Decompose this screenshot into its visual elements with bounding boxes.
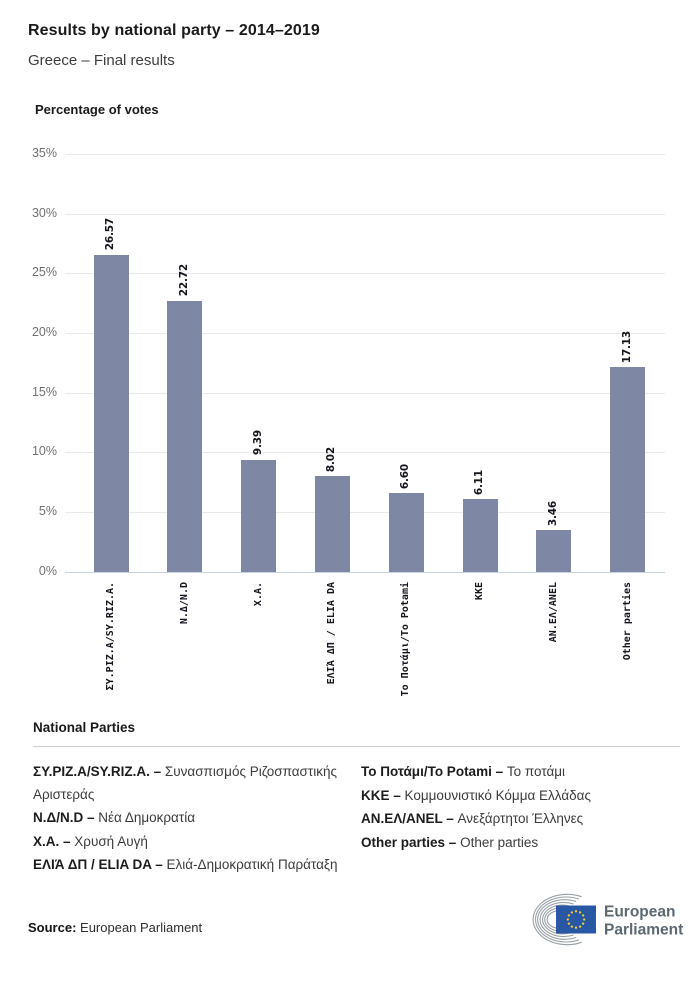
bar xyxy=(536,530,572,572)
legend-item: ΣΥ.ΡΙΖ.Α/SY.RIZ.A. – Συνασπισμός Ριζοσπα… xyxy=(33,761,361,806)
european-parliament-logo-icon: European Parliament xyxy=(532,893,683,945)
eu-star-icon xyxy=(581,921,585,925)
x-axis-category-label: Other parties xyxy=(621,581,633,660)
legend-item: ΕΛΙΆ ΔΠ / ELIA DA – Ελιά-Δημοκρατική Παρ… xyxy=(33,854,361,877)
x-axis-baseline xyxy=(65,571,665,573)
page-subtitle: Greece – Final results xyxy=(28,52,175,69)
x-axis-category-label: ΑΝ.ΕΛ/ANEL xyxy=(547,581,559,642)
x-axis-category-label: ΣΥ.ΡΙΖ.Α/SY.RIZ.A. xyxy=(105,581,116,690)
legend-item-desc: Κομμουνιστικό Κόμμα Ελλάδας xyxy=(404,787,591,803)
bar-value-label: 3.46 xyxy=(546,501,559,527)
chart-area: 35% 30% 25% 20% 15% 10% 5% 0% 26.57 ΣΥ.ΡΙΖ.Α/SY.R… xyxy=(0,132,700,717)
eu-star-icon xyxy=(574,926,578,929)
eu-star-icon xyxy=(570,924,574,928)
bar-value-label: 9.39 xyxy=(251,430,264,456)
legend-divider xyxy=(33,746,680,747)
legend-item-desc: Νέα Δημοκρατία xyxy=(98,810,195,825)
eu-star-icon xyxy=(567,921,571,925)
eu-flag xyxy=(556,905,596,933)
chart-title: Percentage of votes xyxy=(35,102,159,117)
bar xyxy=(241,459,277,572)
legend-item-desc: Χρυσή Αυγή xyxy=(74,833,148,849)
legend-item: Το Ποτάμι/To Potami – Το ποτάμι xyxy=(361,761,591,784)
y-axis-tick-label: 10% xyxy=(31,444,57,459)
bar-value-label: 8.02 xyxy=(325,446,338,472)
y-axis-tick-label: 20% xyxy=(31,324,57,339)
x-axis-category-label: ΕΛΙΆ ΔΠ / ELIA DA xyxy=(326,581,338,684)
gridline xyxy=(65,154,665,155)
eu-star-icon xyxy=(583,917,586,921)
legend-item-desc: Ελιά-Δημοκρατική Παράταξη xyxy=(166,857,338,872)
legend-item-name: ΣΥ.ΡΙΖ.Α/SY.RIZ.A. – xyxy=(33,764,162,779)
y-axis-tick-label: 35% xyxy=(31,146,57,160)
legend-item-name: ΚΚΕ – xyxy=(361,787,401,803)
legend-item-name: Το Ποτάμι/To Potami – xyxy=(361,764,504,779)
eu-star-icon xyxy=(581,913,585,917)
eu-star-icon xyxy=(570,910,574,914)
y-axis-tick-label: 30% xyxy=(31,205,57,220)
legend-heading: National Parties xyxy=(33,720,136,735)
bar-value-label: 22.72 xyxy=(177,264,190,297)
gridline xyxy=(65,273,665,275)
legend-item-name: Ν.Δ/N.D – xyxy=(33,810,95,825)
gridline xyxy=(65,332,665,334)
y-axis-tick-label: 0% xyxy=(38,563,57,578)
legend-column-left: ΣΥ.ΡΙΖ.Α/SY.RIZ.A. – Συνασπισμός Ριζοσπα… xyxy=(33,761,361,878)
eu-star-icon xyxy=(578,924,582,928)
eu-star-icon xyxy=(578,910,582,914)
source-label: Source: xyxy=(28,919,77,935)
bar xyxy=(314,475,350,572)
x-axis-category-label: Χ.Α. xyxy=(252,581,264,606)
y-axis-tick-label: 15% xyxy=(31,384,57,399)
bar xyxy=(462,498,498,572)
legend-item: Other parties – Other parties xyxy=(361,832,591,855)
gridline xyxy=(65,511,665,513)
gridline xyxy=(65,213,665,215)
source-text: European Parliament xyxy=(76,919,203,935)
bar xyxy=(388,492,424,572)
eu-star-icon xyxy=(567,913,571,917)
legend-item-name: Χ.Α. – xyxy=(33,833,71,849)
y-axis-tick-label: 5% xyxy=(38,503,57,518)
gridline xyxy=(65,452,665,454)
legend-item-desc: Το ποτάμι xyxy=(506,764,566,779)
bar xyxy=(610,367,646,572)
logo-text-line1: European xyxy=(604,903,675,920)
gridline xyxy=(65,392,665,394)
legend-section: National Parties ΣΥ.ΡΙΖ.Α/SY.RIZ.A. – Συ… xyxy=(33,720,680,878)
legend-item-desc: Other parties xyxy=(460,834,539,850)
eu-star-icon xyxy=(566,917,569,921)
bar xyxy=(93,254,129,572)
source-line: Source: European Parliament xyxy=(28,920,202,935)
eu-star-icon xyxy=(574,909,578,912)
y-axis-tick-label: 25% xyxy=(31,265,57,280)
legend-item-name: ΑΝ.ΕΛ/ANEL – xyxy=(361,811,454,826)
legend-item: ΚΚΕ – Κομμουνιστικό Κόμμα Ελλάδας xyxy=(361,785,591,808)
legend-item: ΑΝ.ΕΛ/ANEL – Ανεξάρτητοι Έλληνες xyxy=(361,808,591,831)
legend-item-name: ΕΛΙΆ ΔΠ / ELIA DA – xyxy=(33,857,163,872)
page-footer: Source: European Parliament European Par… xyxy=(0,884,700,956)
x-axis-category-label: ΚΚΕ xyxy=(474,581,485,600)
legend-columns: ΣΥ.ΡΙΖ.Α/SY.RIZ.A. – Συνασπισμός Ριζοσπα… xyxy=(33,761,680,878)
bar-value-label: 26.57 xyxy=(104,218,116,251)
bar xyxy=(167,300,203,572)
bar-value-label: 17.13 xyxy=(620,331,633,364)
page-title: Results by national party – 2014–2019 xyxy=(28,22,320,39)
x-axis-category-label: Ν.Δ/N.D xyxy=(178,581,190,624)
legend-item-desc: Συνασπισμός Ριζοσπαστικής Αριστεράς xyxy=(33,764,337,802)
legend-item: Ν.Δ/N.D – Νέα Δημοκρατία xyxy=(33,807,361,830)
x-axis-category-label: Το Ποτάμι/To Potami xyxy=(400,581,412,696)
eu-flag-stars xyxy=(566,909,586,929)
bar-value-label: 6.11 xyxy=(473,469,485,495)
logo-text-line2: Parliament xyxy=(604,921,683,938)
bar-value-label: 6.60 xyxy=(399,463,412,489)
legend-item: Χ.Α. – Χρυσή Αυγή xyxy=(33,831,361,854)
legend-item-desc: Ανεξάρτητοι Έλληνες xyxy=(457,811,584,826)
legend-column-right: Το Ποτάμι/To Potami – Το ποτάμι ΚΚΕ – Κο… xyxy=(361,761,591,878)
legend-item-name: Other parties – xyxy=(361,834,457,850)
